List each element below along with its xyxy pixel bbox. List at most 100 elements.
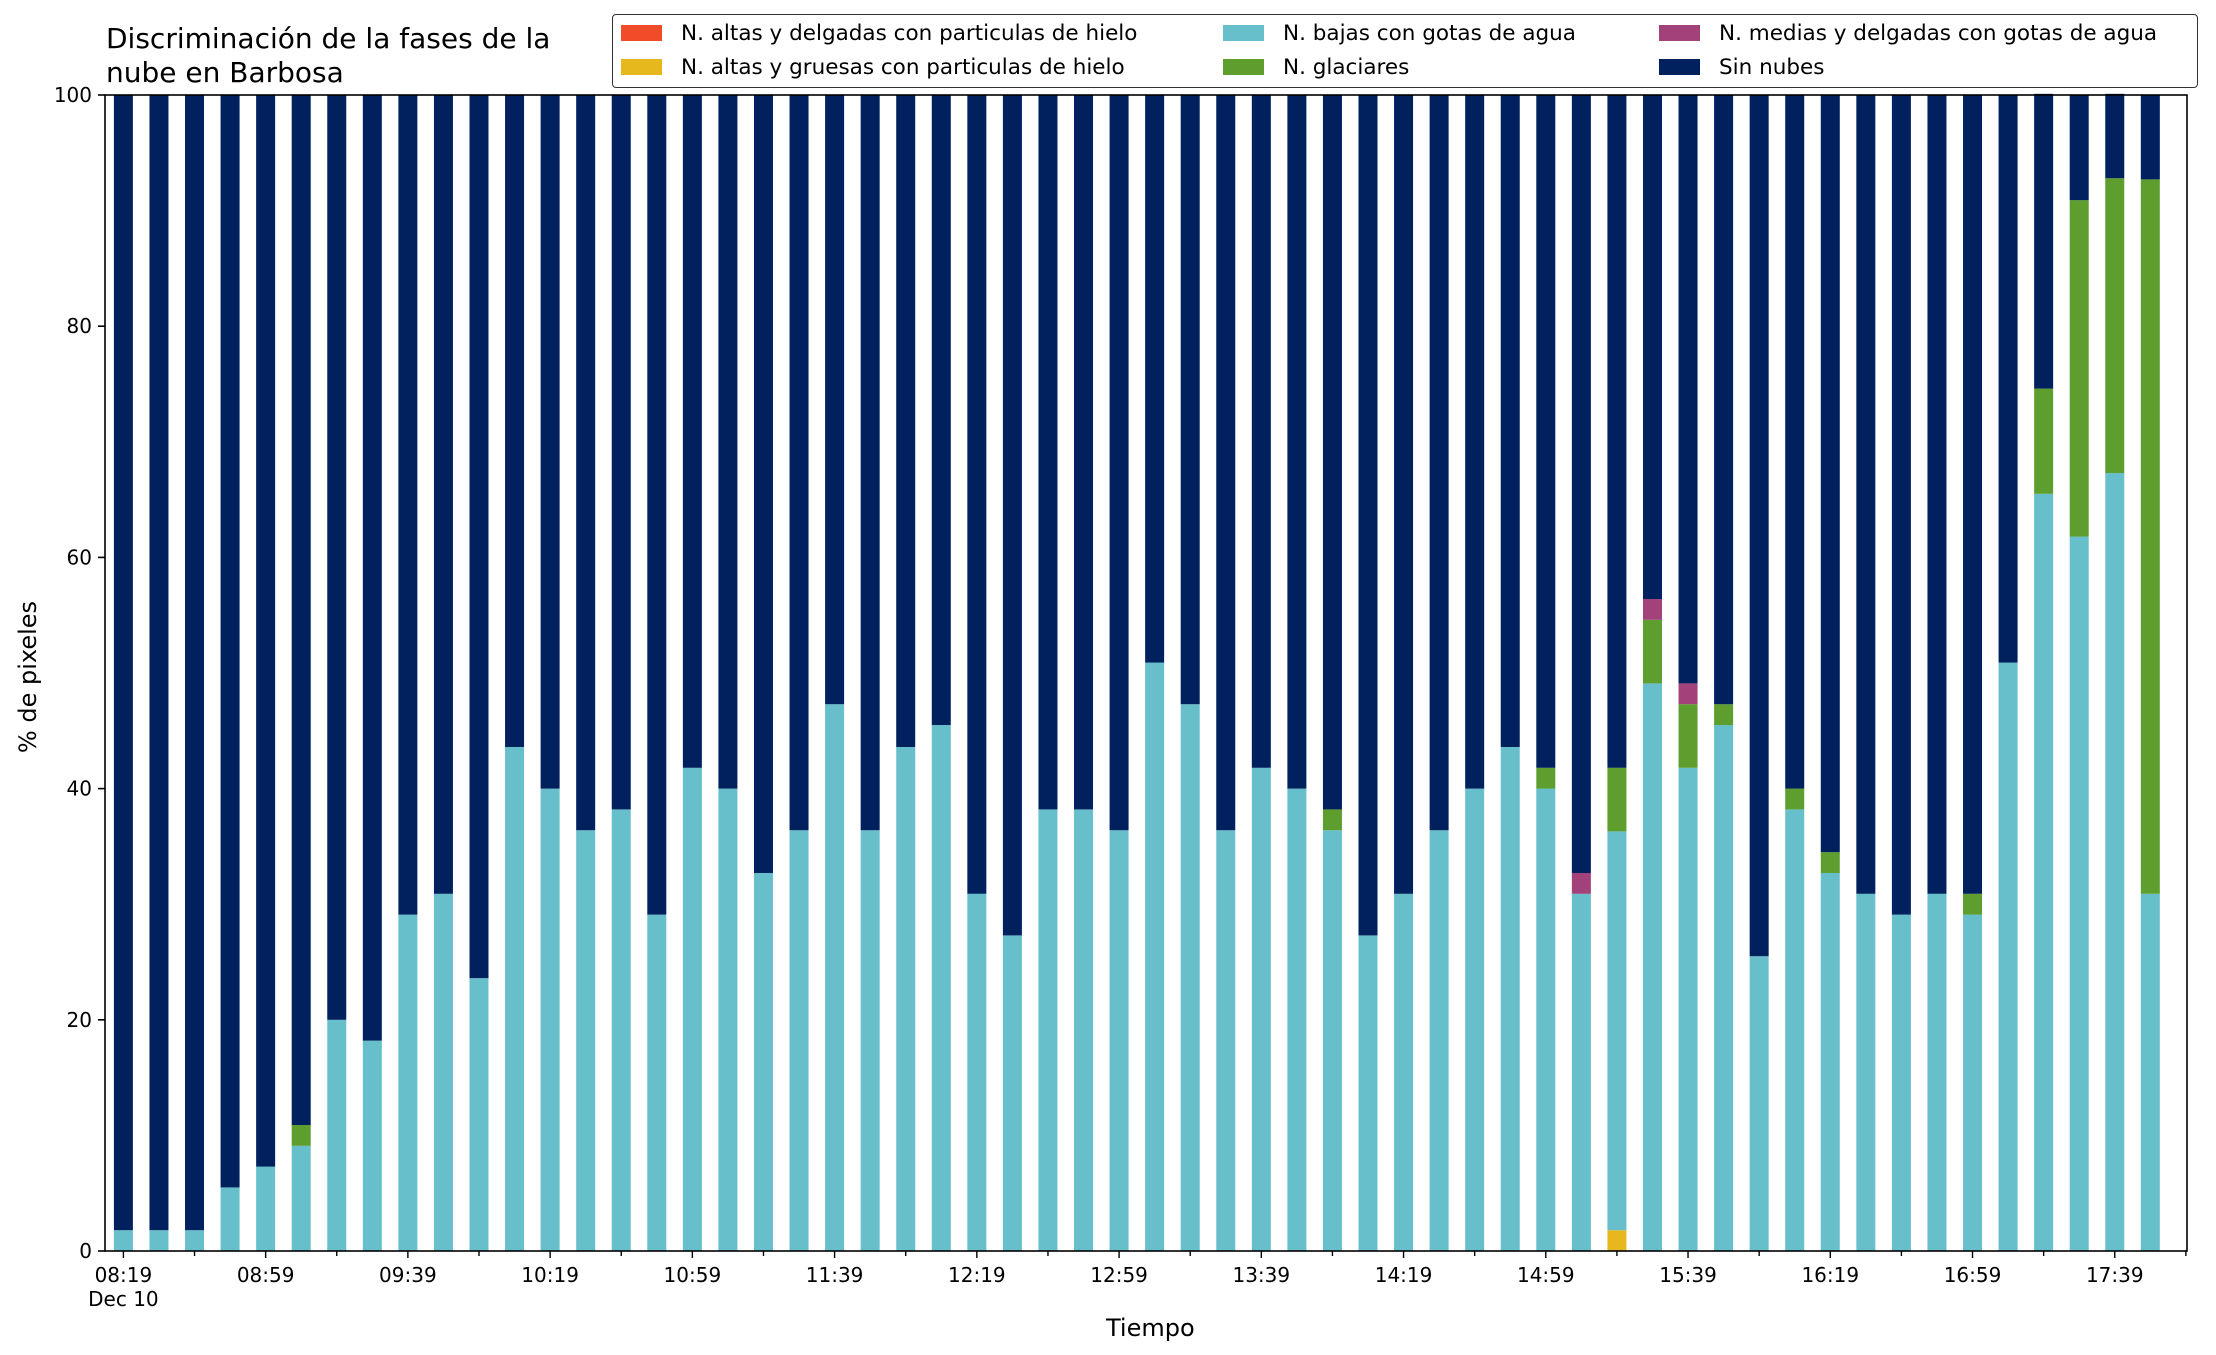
bar-segment-s5-24 (967, 95, 987, 894)
bar-segment-s2-56 (2105, 473, 2125, 1251)
bar-segment-s5-2 (185, 95, 205, 1231)
bar-segment-s5-0 (113, 95, 133, 1231)
bar-segment-s4-43 (1642, 599, 1662, 620)
bar-segment-s3-43 (1642, 619, 1662, 684)
bar-segment-s5-25 (1002, 95, 1022, 936)
bar-segment-s5-42 (1607, 95, 1627, 768)
bar-segment-s2-22 (896, 746, 916, 1251)
bar-segment-s2-54 (2034, 493, 2054, 1251)
bar-segment-s2-42 (1607, 831, 1627, 1231)
bar-segment-s2-24 (967, 893, 987, 1251)
bar-segment-s3-34 (1322, 809, 1342, 831)
legend-label-3: N. glaciares (1283, 54, 1410, 80)
bar-segment-s5-15 (647, 95, 667, 915)
bar-segment-s2-40 (1536, 788, 1556, 1251)
x-tick-label-16:59: 16:59 (1944, 1263, 2002, 1287)
bar-segment-s5-4 (256, 95, 276, 1167)
bar-segment-s2-4 (256, 1166, 276, 1251)
legend-item-2: N. bajas con gotas de agua (1223, 18, 1576, 48)
bar-segment-s2-25 (1002, 935, 1022, 1251)
x-tick-label-13:39: 13:39 (1232, 1263, 1290, 1287)
x-tick-label-10:59: 10:59 (664, 1263, 722, 1287)
x-tick-label-17:39: 17:39 (2086, 1263, 2144, 1287)
bar-segment-s5-27 (1074, 95, 1094, 810)
bar-segment-s2-39 (1500, 746, 1520, 1251)
bar-segment-s2-33 (1287, 788, 1307, 1251)
legend-swatch-5 (1659, 59, 1700, 75)
bar-segment-s5-52 (1963, 95, 1983, 894)
bar-segment-s2-1 (149, 1230, 169, 1251)
bar-segment-s5-22 (896, 95, 916, 747)
bar-segment-s5-7 (362, 95, 382, 1041)
bar-segment-s5-10 (469, 95, 489, 979)
bar-segment-s2-18 (753, 872, 773, 1251)
bar-segment-s5-46 (1749, 95, 1769, 957)
bar-segment-s5-44 (1678, 95, 1698, 684)
bar-segment-s2-19 (789, 830, 809, 1251)
bar-segment-s5-41 (1571, 95, 1591, 873)
legend-item-5: Sin nubes (1659, 52, 1824, 82)
y-axis-label: % de pixeles (14, 600, 42, 754)
legend-swatch-4 (1659, 25, 1700, 41)
bar-segment-s5-33 (1287, 95, 1307, 789)
bar-segment-s5-8 (398, 95, 418, 915)
bar-segment-s2-51 (1927, 893, 1947, 1251)
bar-segment-s2-52 (1963, 914, 1983, 1251)
bar-segment-s2-8 (398, 914, 418, 1251)
bar-segment-s5-36 (1394, 95, 1414, 894)
x-axis-label: Tiempo (1106, 1314, 1195, 1342)
x-tick-label-08:59: 08:59 (237, 1263, 295, 1287)
bar-segment-s5-53 (1998, 95, 2018, 663)
chart-title-line-1: Discriminación de la fases de la (106, 22, 551, 55)
legend-swatch-3 (1223, 59, 1264, 75)
legend-item-3: N. glaciares (1223, 52, 1409, 82)
bar-segment-s5-28 (1109, 95, 1129, 831)
legend: N. altas y delgadas con particulas de hi… (612, 14, 2198, 88)
y-tick-label-40: 40 (67, 777, 92, 801)
bar-segment-s5-1 (149, 95, 169, 1231)
bar-segment-s3-54 (2034, 388, 2054, 494)
bar-segment-s5-5 (291, 95, 311, 1125)
bar-segment-s3-44 (1678, 704, 1698, 768)
legend-item-4: N. medias y delgadas con gotas de agua (1659, 18, 2157, 48)
bar-segment-s2-7 (362, 1040, 382, 1251)
x-tick-label-08:19: 08:19 (95, 1263, 153, 1287)
bar-segment-s5-21 (860, 95, 880, 831)
bar-segment-s3-57 (2140, 179, 2160, 894)
legend-label-2: N. bajas con gotas de agua (1283, 20, 1576, 46)
legend-label-1: N. altas y gruesas con particulas de hie… (681, 54, 1125, 80)
bar-segment-s2-23 (931, 725, 951, 1251)
bar-segment-s4-44 (1678, 683, 1698, 705)
bar-segment-s3-42 (1607, 767, 1627, 832)
bar-segment-s2-6 (327, 1019, 347, 1251)
legend-item-1: N. altas y gruesas con particulas de hie… (621, 52, 1125, 82)
bar-segment-s2-53 (1998, 662, 2018, 1251)
bar-segment-s5-19 (789, 95, 809, 831)
y-tick-label-20: 20 (67, 1008, 92, 1032)
bar-segment-s5-26 (1038, 95, 1058, 810)
bar-segment-s5-23 (931, 95, 951, 726)
bar-segment-s5-54 (2034, 93, 2054, 389)
x-tick-sublabel: Dec 10 (88, 1287, 159, 1311)
bar-segment-s2-35 (1358, 935, 1378, 1251)
legend-swatch-2 (1223, 25, 1264, 41)
bar-segment-s2-2 (185, 1230, 205, 1251)
bar-segment-s2-0 (113, 1230, 133, 1251)
bar-segment-s5-3 (220, 95, 240, 1188)
x-tick-label-09:39: 09:39 (379, 1263, 437, 1287)
x-tick-label-15:39: 15:39 (1659, 1263, 1717, 1287)
bar-segment-s5-48 (1820, 95, 1840, 853)
bar-segment-s2-32 (1251, 767, 1271, 1251)
bar-segment-s2-12 (540, 788, 560, 1251)
bar-segment-s2-55 (2069, 536, 2089, 1251)
y-tick-label-0: 0 (79, 1239, 92, 1263)
bar-segment-s5-16 (682, 95, 702, 768)
bar-segment-s5-39 (1500, 95, 1520, 747)
bar-segment-s5-35 (1358, 95, 1378, 936)
bar-segment-s2-29 (1145, 662, 1165, 1251)
bar-segment-s5-38 (1465, 95, 1485, 789)
bar-segment-s2-15 (647, 914, 667, 1251)
bar-segment-s5-49 (1856, 95, 1876, 894)
bar-segment-s5-55 (2069, 95, 2089, 201)
bar-segment-s2-28 (1109, 830, 1129, 1251)
